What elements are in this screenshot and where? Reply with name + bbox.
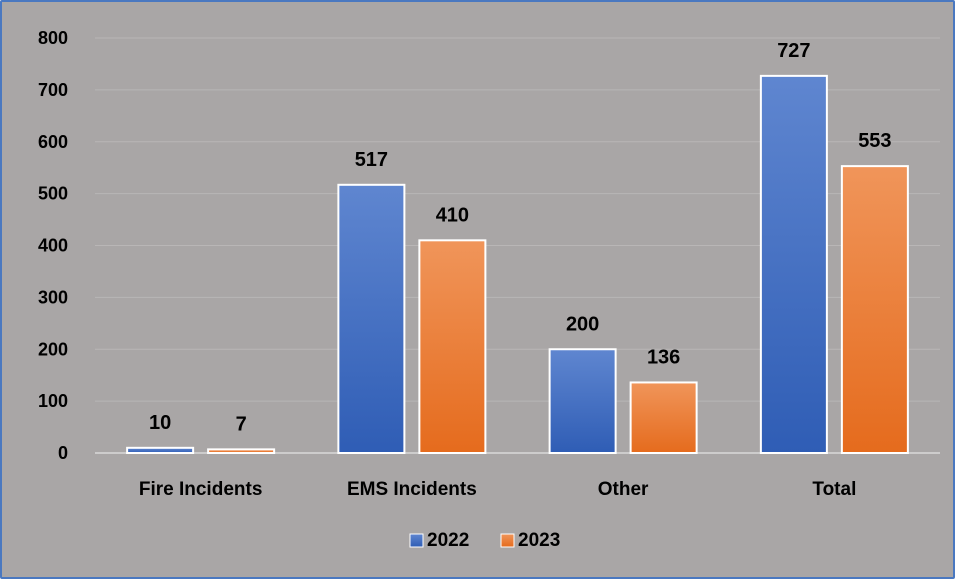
data-label: 7	[236, 413, 247, 435]
y-axis: 0 100 200 300 400 500 600 700 800	[38, 28, 68, 463]
data-label: 727	[777, 40, 810, 62]
data-label: 517	[355, 149, 388, 171]
x-category-label: Fire Incidents	[139, 479, 263, 500]
data-labels: 10 7 517 410 200 136 727 553	[149, 40, 892, 435]
bar-2022	[337, 183, 406, 454]
bar-2022	[759, 74, 828, 455]
data-label: 410	[436, 204, 469, 226]
x-category-label: EMS Incidents	[347, 479, 477, 500]
x-axis: Fire Incidents EMS Incidents Other Total	[139, 479, 857, 500]
data-label: 136	[647, 346, 680, 368]
data-label: 10	[149, 412, 171, 434]
y-tick-label: 700	[38, 80, 68, 100]
y-tick-label: 600	[38, 132, 68, 152]
legend: 2022 2023	[409, 530, 560, 551]
data-label: 553	[858, 130, 891, 152]
bar-2023	[207, 448, 276, 454]
bars	[126, 74, 909, 455]
y-tick-label: 0	[58, 443, 68, 463]
y-tick-label: 100	[38, 391, 68, 411]
x-category-label: Total	[812, 479, 856, 500]
x-category-label: Other	[598, 479, 649, 500]
bar-2022	[548, 348, 617, 454]
bar-2023	[840, 165, 909, 454]
bar-2023	[418, 239, 487, 454]
y-tick-label: 200	[38, 339, 68, 359]
y-tick-label: 300	[38, 287, 68, 307]
y-tick-label: 400	[38, 236, 68, 256]
bar-2023	[629, 381, 698, 455]
legend-label: 2023	[518, 530, 560, 551]
bar-2022	[126, 446, 195, 454]
legend-swatch-2023	[500, 533, 515, 548]
data-label: 200	[566, 313, 599, 335]
legend-swatch-2022	[409, 533, 424, 548]
y-tick-label: 800	[38, 28, 68, 48]
y-tick-label: 500	[38, 184, 68, 204]
legend-label: 2022	[427, 530, 469, 551]
